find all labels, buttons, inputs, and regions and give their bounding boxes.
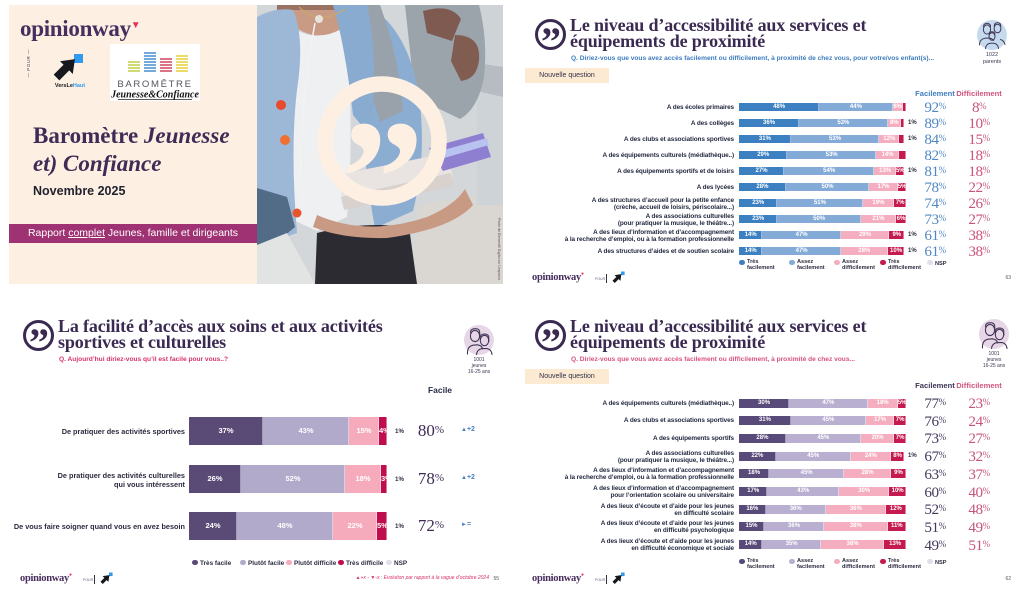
svg-text:”: ”	[341, 86, 417, 270]
svg-text:Jeunesse&Confiance: Jeunesse&Confiance	[110, 90, 199, 101]
svg-text:BAROMÊTRE: BAROMÊTRE	[117, 79, 192, 90]
